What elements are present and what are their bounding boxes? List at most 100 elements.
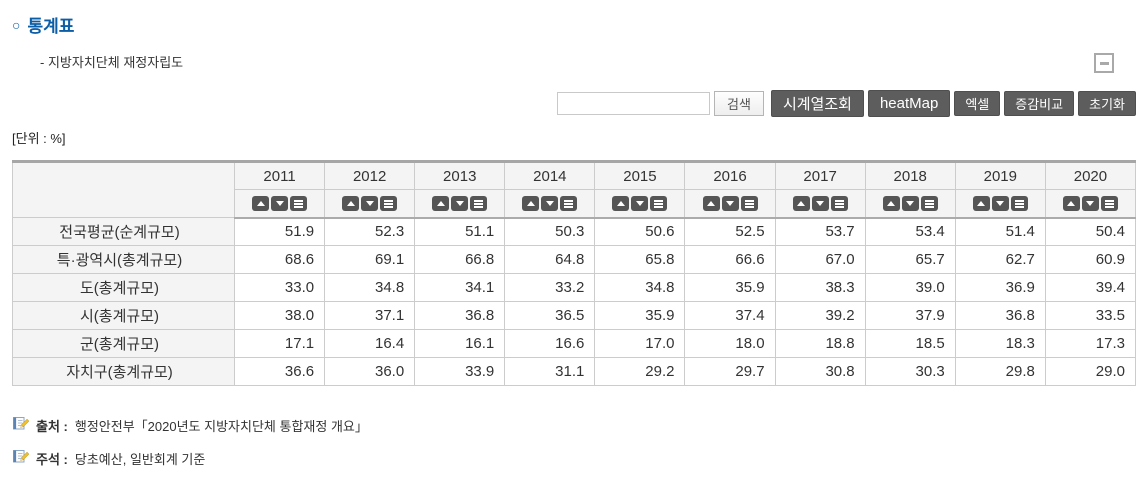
sort-menu-icon [294,202,304,205]
sort-menu-icon [744,202,754,205]
sort-menu-button[interactable] [740,196,758,212]
value-cell: 67.0 [774,245,866,274]
collapse-button[interactable] [1094,53,1114,73]
value-cell: 53.7 [774,217,866,246]
sort-group-2014 [522,196,578,212]
sort-desc-icon [275,201,284,207]
toolbar-button-excel[interactable]: 엑셀 [954,91,1001,116]
sort-menu-button[interactable] [380,196,398,212]
circle-bullet-icon: ○ [12,16,21,33]
sort-asc-button[interactable] [882,196,900,212]
search-input[interactable] [557,92,711,115]
sort-asc-button[interactable] [522,196,540,212]
sort-cell-2020 [1044,189,1137,219]
value-cell: 38.3 [774,273,866,302]
value-cell: 36.0 [324,357,416,386]
year-header-2011: 2011 [233,161,326,190]
value-cell: 17.1 [233,329,326,358]
sort-desc-button[interactable] [721,196,739,212]
year-header-2017: 2017 [774,161,866,190]
table-row: 도(총계규모) 33.0 34.8 34.1 33.2 34.8 35.9 38.3 39.0 3… [12,273,1137,302]
sort-menu-button[interactable] [830,196,848,212]
sort-desc-icon [816,201,825,207]
table-row: 자치구(총계규모) 36.6 36.0 33.9 31.1 29.2 29.7 30.8 30.… [12,357,1137,386]
value-cell: 30.3 [864,357,956,386]
sort-asc-button[interactable] [432,196,450,212]
sort-desc-button[interactable] [361,196,379,212]
search-button[interactable]: 검색 [714,91,764,116]
sort-desc-icon [545,201,554,207]
toolbar-actions: 시계열조회 heatMap 엑셀 증감비교 초기화 [770,90,1136,117]
sort-asc-icon [436,201,445,207]
sort-asc-button[interactable] [792,196,810,212]
stats-table: 2011 2012 2013 2014 2015 2016 2017 2018 2019 2020… [12,160,1137,386]
sort-cell-2017 [774,189,866,219]
minus-icon [1099,61,1109,65]
sort-asc-button[interactable] [1062,196,1080,212]
toolbar-button-reset[interactable]: 초기화 [1078,91,1136,116]
sort-asc-button[interactable] [252,196,270,212]
value-cell: 34.8 [594,273,686,302]
toolbar-button-compare[interactable]: 증감비교 [1004,91,1075,116]
sort-desc-button[interactable] [451,196,469,212]
sort-group-2013 [432,196,488,212]
sort-cell-2011 [233,189,326,219]
sort-group-2016 [702,196,758,212]
value-cell: 18.3 [954,329,1046,358]
sort-asc-icon [797,201,806,207]
sort-desc-icon [1086,201,1095,207]
toolbar: 검색 시계열조회 heatMap 엑셀 증감비교 초기화 [12,90,1136,117]
sort-asc-button[interactable] [972,196,990,212]
sort-desc-button[interactable] [991,196,1009,212]
sort-menu-button[interactable] [1010,196,1028,212]
sort-menu-button[interactable] [1100,196,1118,212]
value-cell: 34.1 [414,273,506,302]
sort-asc-button[interactable] [702,196,720,212]
value-cell: 18.0 [684,329,776,358]
sort-menu-button[interactable] [290,196,308,212]
value-cell: 36.8 [414,301,506,330]
sort-desc-button[interactable] [631,196,649,212]
table-body: 전국평균(순계규모) 51.9 52.3 51.1 50.3 50.6 52.5 53.7 53… [12,217,1137,386]
value-cell: 36.8 [954,301,1046,330]
toolbar-button-timeseries[interactable]: 시계열조회 [770,90,864,117]
sort-asc-icon [1067,201,1076,207]
sort-desc-button[interactable] [271,196,289,212]
sort-desc-button[interactable] [811,196,829,212]
sort-desc-button[interactable] [1081,196,1099,212]
value-cell: 36.6 [233,357,326,386]
year-header-row: 2011 2012 2013 2014 2015 2016 2017 2018 2019 2020 [12,161,1137,218]
value-cell: 53.4 [864,217,956,246]
table-row: 군(총계규모) 17.1 16.4 16.1 16.6 17.0 18.0 18.8 18.5 1… [12,329,1137,358]
sort-menu-button[interactable] [650,196,668,212]
sort-cell-2019 [954,189,1046,219]
sort-cell-2013 [414,189,506,219]
value-cell: 66.6 [684,245,776,274]
table-row: 시(총계규모) 38.0 37.1 36.8 36.5 35.9 37.4 39.2 37.9 3… [12,301,1137,330]
sort-menu-button[interactable] [470,196,488,212]
value-cell: 16.6 [504,329,596,358]
row-label: 전국평균(순계규모) [12,217,235,246]
year-header-2020: 2020 [1044,161,1137,190]
toolbar-button-heatmap[interactable]: heatMap [867,90,951,117]
footnote-label: 출처 : [36,418,68,434]
sort-asc-button[interactable] [342,196,360,212]
footnote-text: 당초예산, 일반회계 기준 [74,451,206,467]
year-header-2014: 2014 [504,161,596,190]
sort-desc-button[interactable] [901,196,919,212]
value-cell: 34.8 [324,273,416,302]
value-cell: 52.3 [324,217,416,246]
sort-asc-button[interactable] [612,196,630,212]
row-label: 시(총계규모) [12,301,235,330]
footnote-text: 행정안전부「2020년도 지방자치단체 통합재정 개요」 [74,418,368,434]
footnotes: 출처 : 행정안전부「2020년도 지방자치단체 통합재정 개요」 주석 : 당초예산… [12,415,1136,468]
year-header-2016: 2016 [684,161,776,190]
sort-menu-icon [654,202,664,205]
sort-asc-icon [346,201,355,207]
sort-asc-icon [707,201,716,207]
sort-menu-button[interactable] [920,196,938,212]
sort-desc-button[interactable] [541,196,559,212]
value-cell: 29.2 [594,357,686,386]
sort-menu-button[interactable] [560,196,578,212]
